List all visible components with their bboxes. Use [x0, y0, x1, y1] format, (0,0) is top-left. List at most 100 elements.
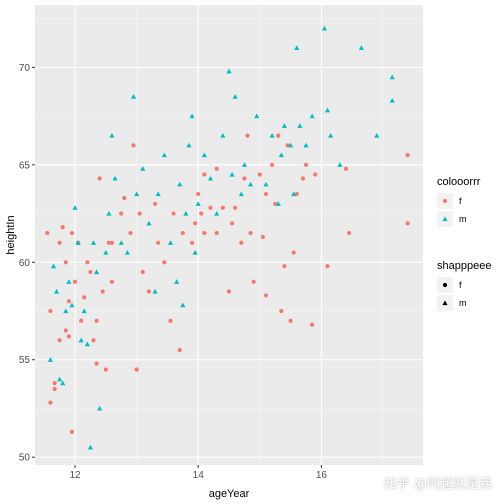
x-tick-label: 14 — [193, 470, 205, 481]
data-point-m — [303, 142, 309, 148]
legend-label: f — [459, 196, 462, 206]
data-point-m — [78, 337, 84, 343]
data-point-m — [389, 74, 395, 80]
data-point-f — [79, 318, 84, 323]
data-point-f — [48, 308, 53, 314]
data-point-f — [69, 429, 75, 434]
data-point-f — [202, 230, 207, 236]
data-point-m — [195, 201, 201, 206]
data-point-f — [288, 318, 293, 323]
data-point-f — [343, 166, 349, 171]
data-point-m — [241, 162, 247, 167]
data-point-m — [152, 288, 158, 294]
data-point-m — [269, 132, 275, 138]
data-point-m — [69, 302, 75, 308]
legend-title: shapppeee — [437, 260, 491, 272]
data-point-f — [85, 260, 90, 265]
data-point-f — [242, 176, 247, 181]
data-point-m — [97, 405, 103, 411]
data-point-m — [66, 279, 72, 284]
data-point-f — [405, 221, 410, 226]
data-point-m — [278, 152, 284, 158]
data-point-f — [131, 143, 136, 148]
data-point-f — [88, 269, 93, 275]
y-tick-label: 70 — [19, 63, 31, 74]
data-point-m — [109, 132, 115, 138]
data-point-f — [91, 338, 96, 343]
data-point-m — [207, 175, 214, 181]
data-point-f — [103, 367, 108, 372]
grid-lines — [35, 5, 423, 465]
data-point-f — [48, 400, 53, 405]
data-point-f — [251, 279, 256, 284]
data-point-m — [309, 113, 315, 119]
axis-ticks: 12 14 16 50 55 60 65 70 — [19, 63, 328, 481]
data-point-m — [220, 132, 226, 138]
data-point-m — [63, 308, 69, 314]
data-point-f — [168, 318, 173, 323]
data-point-f — [202, 172, 207, 177]
x-tick-label: 16 — [316, 470, 328, 481]
data-point-m — [291, 191, 297, 197]
data-point-f — [128, 230, 133, 236]
data-point-m — [174, 279, 180, 284]
data-point-m — [321, 25, 328, 31]
data-point-m — [358, 45, 365, 50]
data-point-f — [245, 133, 250, 138]
data-point-f — [57, 240, 62, 245]
data-point-f — [100, 289, 105, 294]
data-point-f — [72, 279, 78, 284]
data-point-f — [310, 322, 315, 327]
data-point-f — [109, 279, 115, 284]
legend-label: m — [459, 214, 467, 224]
data-point-m — [192, 249, 198, 255]
data-point-m — [297, 123, 303, 128]
data-point-f — [180, 230, 185, 236]
data-point-f — [146, 289, 152, 294]
data-point-m — [167, 240, 174, 245]
data-point-f — [325, 264, 330, 269]
legend-key-symbol — [442, 216, 448, 222]
data-point-f — [233, 205, 238, 210]
data-point-m — [60, 380, 66, 386]
data-point-f — [405, 152, 410, 158]
data-point-f — [199, 211, 204, 216]
data-point-m — [124, 249, 130, 255]
data-point-m — [134, 191, 140, 197]
data-point-m — [183, 210, 189, 216]
data-point-f — [263, 293, 269, 298]
data-point-m — [247, 181, 254, 187]
legend-key-symbol — [442, 282, 448, 288]
data-point-m — [140, 166, 146, 171]
x-axis-title: ageYear — [209, 488, 250, 500]
data-point-m — [254, 113, 260, 119]
data-point-m — [47, 357, 53, 362]
data-point-f — [94, 361, 99, 366]
data-point-f — [260, 234, 265, 240]
data-point-f — [152, 201, 158, 206]
data-point-m — [374, 132, 380, 138]
data-point-m — [229, 171, 235, 177]
data-point-f — [66, 299, 71, 304]
data-point-f — [294, 191, 299, 197]
data-point-m — [337, 162, 343, 167]
data-point-m — [263, 181, 269, 187]
legend-title: colooorrr — [437, 176, 481, 188]
data-point-f — [257, 172, 262, 177]
data-point-m — [226, 68, 232, 74]
legend-key-symbol — [442, 198, 448, 204]
data-point-f — [214, 166, 219, 171]
data-point-m — [90, 240, 97, 245]
data-point-f — [52, 386, 57, 392]
data-point-m — [146, 220, 152, 226]
watermark: 知乎 @阿超就是我 — [383, 477, 492, 492]
data-point-f — [177, 347, 182, 353]
data-point-f — [303, 162, 309, 167]
data-point-m — [161, 152, 167, 158]
data-point-f — [52, 381, 57, 386]
data-point-f — [162, 260, 167, 265]
legend-label: m — [459, 298, 467, 308]
data-point-f — [45, 230, 50, 236]
data-point-m — [287, 142, 294, 148]
